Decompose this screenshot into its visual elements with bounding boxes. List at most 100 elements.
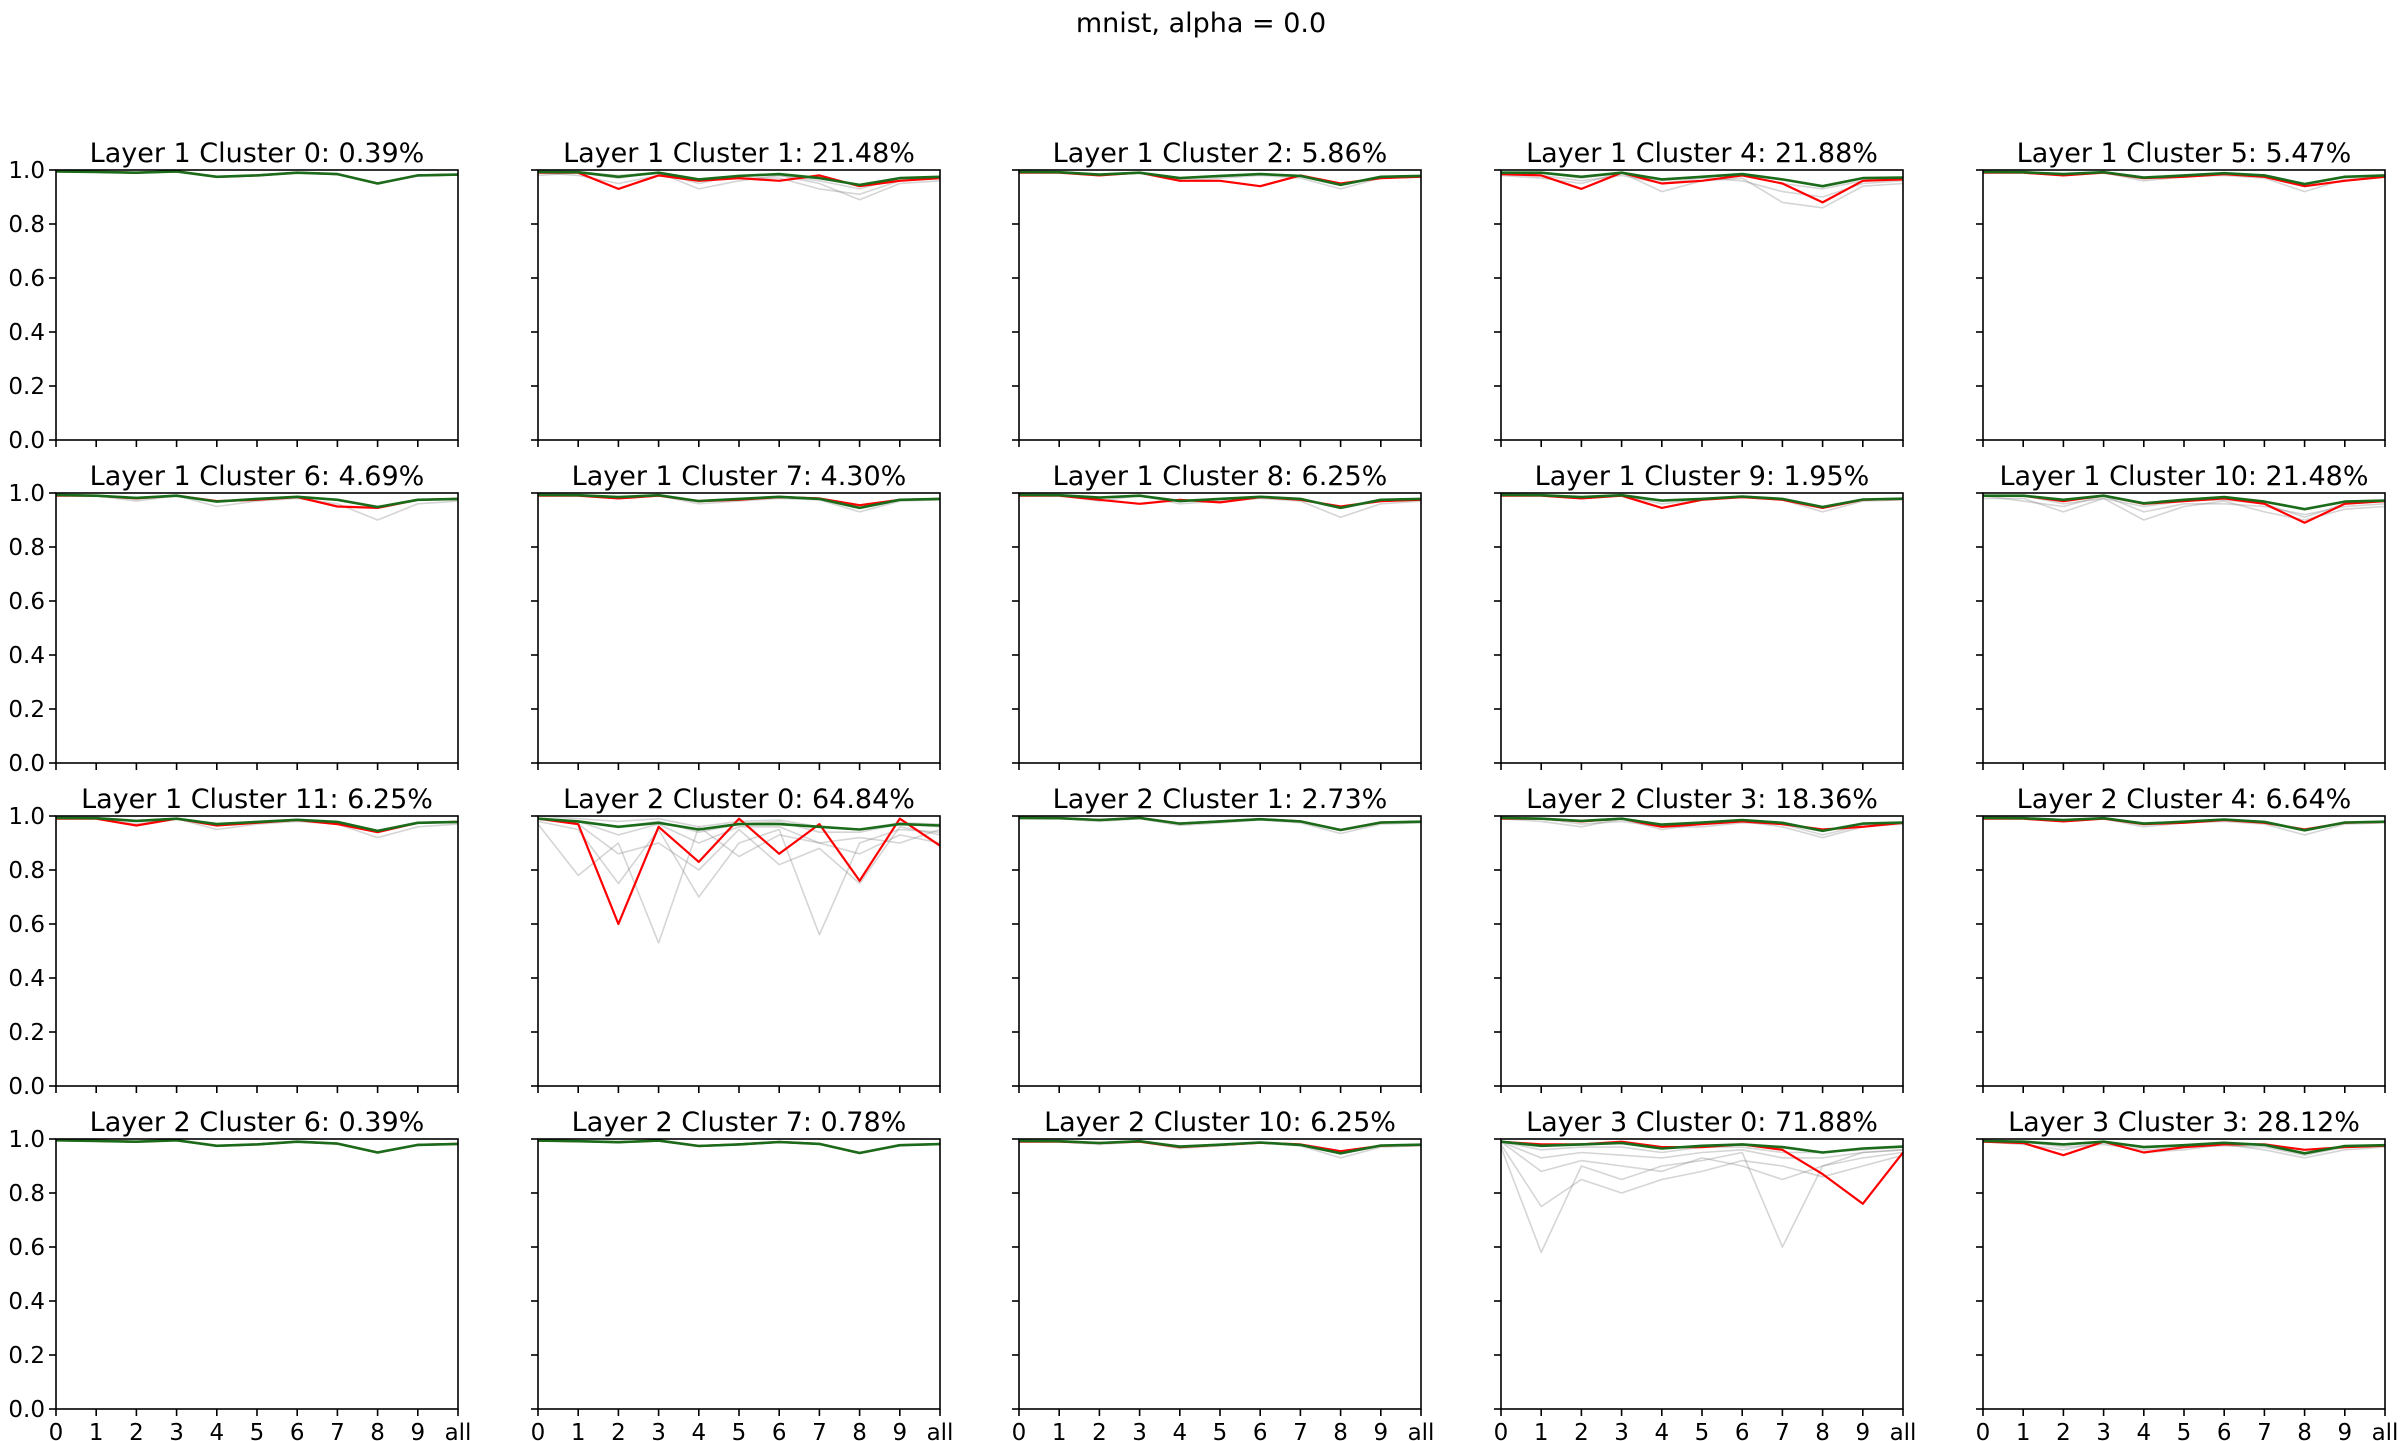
plot-frame bbox=[1018, 1138, 1422, 1410]
x-tick-label: 5 bbox=[250, 1420, 265, 1441]
x-tick-label: 8 bbox=[370, 1420, 385, 1441]
subplot-title: Layer 2 Cluster 4: 6.64% bbox=[2017, 784, 2352, 815]
subplot-title: Layer 2 Cluster 0: 64.84% bbox=[563, 784, 915, 815]
series-line-mean-2 bbox=[1018, 170, 1422, 187]
subplot-title: Layer 1 Cluster 9: 1.95% bbox=[1535, 461, 1870, 492]
x-tick-label: 1 bbox=[1534, 1420, 1549, 1441]
subplot-title: Layer 3 Cluster 0: 71.88% bbox=[1526, 1107, 1878, 1138]
series-line-member-1 bbox=[1501, 817, 1904, 836]
subplot-title: Layer 2 Cluster 3: 18.36% bbox=[1526, 784, 1878, 815]
x-tick-label: 6 bbox=[1253, 1420, 1268, 1441]
series-line-mean-2 bbox=[1982, 170, 2386, 186]
x-tick-label: 7 bbox=[1293, 1420, 1308, 1441]
subplot-title: Layer 2 Cluster 6: 0.39% bbox=[90, 1107, 425, 1138]
subplot-16: Layer 2 Cluster 6: 0.39% 0.0 0.2 0.4 0.6 0.8 1… bbox=[8, 1107, 471, 1441]
series-line-mean-2 bbox=[55, 816, 459, 833]
subplot-4: Layer 1 Cluster 4: 21.88% bbox=[1494, 138, 1904, 447]
plot-frame bbox=[55, 815, 459, 1087]
subplot-title: Layer 1 Cluster 2: 5.86% bbox=[1053, 138, 1388, 169]
series-line-mean-2 bbox=[55, 170, 459, 185]
series-line-highlight-2 bbox=[1982, 1140, 2386, 1157]
plot-frame bbox=[1018, 169, 1422, 441]
plot-frame bbox=[1500, 1138, 1904, 1410]
x-tick-label: 4 bbox=[1654, 1420, 1669, 1441]
x-tick-label: 6 bbox=[2217, 1420, 2232, 1441]
y-tick-label: 1.0 bbox=[8, 158, 45, 184]
plot-frame bbox=[537, 1138, 941, 1410]
subplot-7: Layer 1 Cluster 7: 4.30% bbox=[531, 461, 941, 770]
x-tick-label: 0 bbox=[1494, 1420, 1509, 1441]
x-tick-label: 7 bbox=[1775, 1420, 1790, 1441]
series-line-mean-3 bbox=[1982, 1139, 2386, 1155]
plot-frame bbox=[537, 492, 941, 764]
x-tick-label: all bbox=[1408, 1420, 1435, 1441]
series-line-member-0 bbox=[1500, 1146, 1904, 1254]
subplot-2: Layer 1 Cluster 1: 21.48% bbox=[531, 138, 941, 447]
x-tick-label: 4 bbox=[691, 1420, 706, 1441]
x-tick-label: all bbox=[927, 1420, 954, 1441]
figure-title: mnist, alpha = 0.0 bbox=[1076, 8, 1326, 39]
subplot-title: Layer 1 Cluster 11: 6.25% bbox=[81, 784, 433, 815]
series-line-member-1 bbox=[1500, 1143, 1904, 1208]
plot-frame bbox=[55, 169, 459, 441]
x-tick-label: 2 bbox=[2056, 1420, 2071, 1441]
x-tick-label: 3 bbox=[651, 1420, 666, 1441]
y-tick-label: 0.8 bbox=[8, 212, 45, 238]
y-tick-label: 1.0 bbox=[8, 1127, 45, 1153]
subplot-15: Layer 2 Cluster 4: 6.64% bbox=[1976, 784, 2386, 1093]
series-line-member-3 bbox=[537, 817, 941, 844]
plot-frame bbox=[1982, 815, 2386, 1087]
x-tick-label: 7 bbox=[2257, 1420, 2272, 1441]
subplot-17: Layer 2 Cluster 7: 0.78% 0 1 2 3 4 5 6 7 8 9 all bbox=[531, 1107, 954, 1441]
subplot-title: Layer 1 Cluster 4: 21.88% bbox=[1526, 138, 1878, 169]
y-tick-label: 0.6 bbox=[8, 1235, 45, 1261]
y-tick-label: 0.0 bbox=[8, 428, 45, 454]
x-tick-label: 9 bbox=[410, 1420, 425, 1441]
x-tick-label: 2 bbox=[129, 1420, 144, 1441]
plot-frame bbox=[55, 492, 459, 764]
series-line-mean-4 bbox=[1983, 494, 2386, 511]
x-tick-label: 8 bbox=[2297, 1420, 2312, 1441]
x-tick-label: 0 bbox=[1012, 1420, 1027, 1441]
y-tick-label: 0.4 bbox=[8, 1289, 45, 1315]
y-tick-label: 0.8 bbox=[8, 535, 45, 561]
series-line-highlight-6 bbox=[537, 817, 941, 926]
subplot-title: Layer 1 Cluster 0: 0.39% bbox=[90, 138, 425, 169]
x-tick-label: 1 bbox=[89, 1420, 104, 1441]
x-tick-label: 0 bbox=[49, 1420, 64, 1441]
series-line-mean-4 bbox=[537, 170, 941, 187]
subplot-title: Layer 2 Cluster 10: 6.25% bbox=[1044, 1107, 1396, 1138]
panel-grid: Layer 1 Cluster 0: 0.39% 0.0 0.2 0.4 0.6 0.8 1… bbox=[8, 138, 2398, 1441]
series-line-mean-2 bbox=[1018, 816, 1422, 832]
series-line-member-0 bbox=[537, 823, 941, 944]
plot-frame bbox=[55, 1138, 459, 1410]
series-line-member-3 bbox=[1500, 1140, 1904, 1159]
x-tick-label: 6 bbox=[772, 1420, 787, 1441]
subplot-title: Layer 1 Cluster 5: 5.47% bbox=[2017, 138, 2352, 169]
series-line-member-0 bbox=[1982, 1140, 2386, 1159]
x-tick-label: 5 bbox=[1695, 1420, 1710, 1441]
plot-frame bbox=[1982, 1138, 2386, 1410]
series-line-member-2 bbox=[1500, 1141, 1904, 1181]
x-tick-label: all bbox=[2372, 1420, 2399, 1441]
y-tick-label: 0.6 bbox=[8, 589, 45, 615]
x-tick-label: all bbox=[445, 1420, 472, 1441]
y-tick-label: 1.0 bbox=[8, 481, 45, 507]
x-tick-label: 3 bbox=[2096, 1420, 2111, 1441]
plot-frame bbox=[1982, 169, 2386, 441]
y-tick-label: 0.4 bbox=[8, 966, 45, 992]
plot-frame bbox=[1018, 492, 1422, 764]
x-tick-label: 1 bbox=[1052, 1420, 1067, 1441]
series-line-member-1 bbox=[1982, 494, 2386, 516]
x-tick-label: 1 bbox=[571, 1420, 586, 1441]
subplot-title: Layer 1 Cluster 6: 4.69% bbox=[90, 461, 425, 492]
x-tick-label: 7 bbox=[330, 1420, 345, 1441]
plot-frame bbox=[1982, 492, 2386, 764]
subplot-1: Layer 1 Cluster 0: 0.39% 0.0 0.2 0.4 0.6 0.8 1… bbox=[8, 138, 459, 454]
x-tick-label: 1 bbox=[2016, 1420, 2031, 1441]
x-tick-label: 2 bbox=[1092, 1420, 1107, 1441]
series-line-mean-6 bbox=[1500, 1140, 1904, 1154]
y-tick-label: 0.2 bbox=[8, 1020, 45, 1046]
x-tick-label: 5 bbox=[1213, 1420, 1228, 1441]
